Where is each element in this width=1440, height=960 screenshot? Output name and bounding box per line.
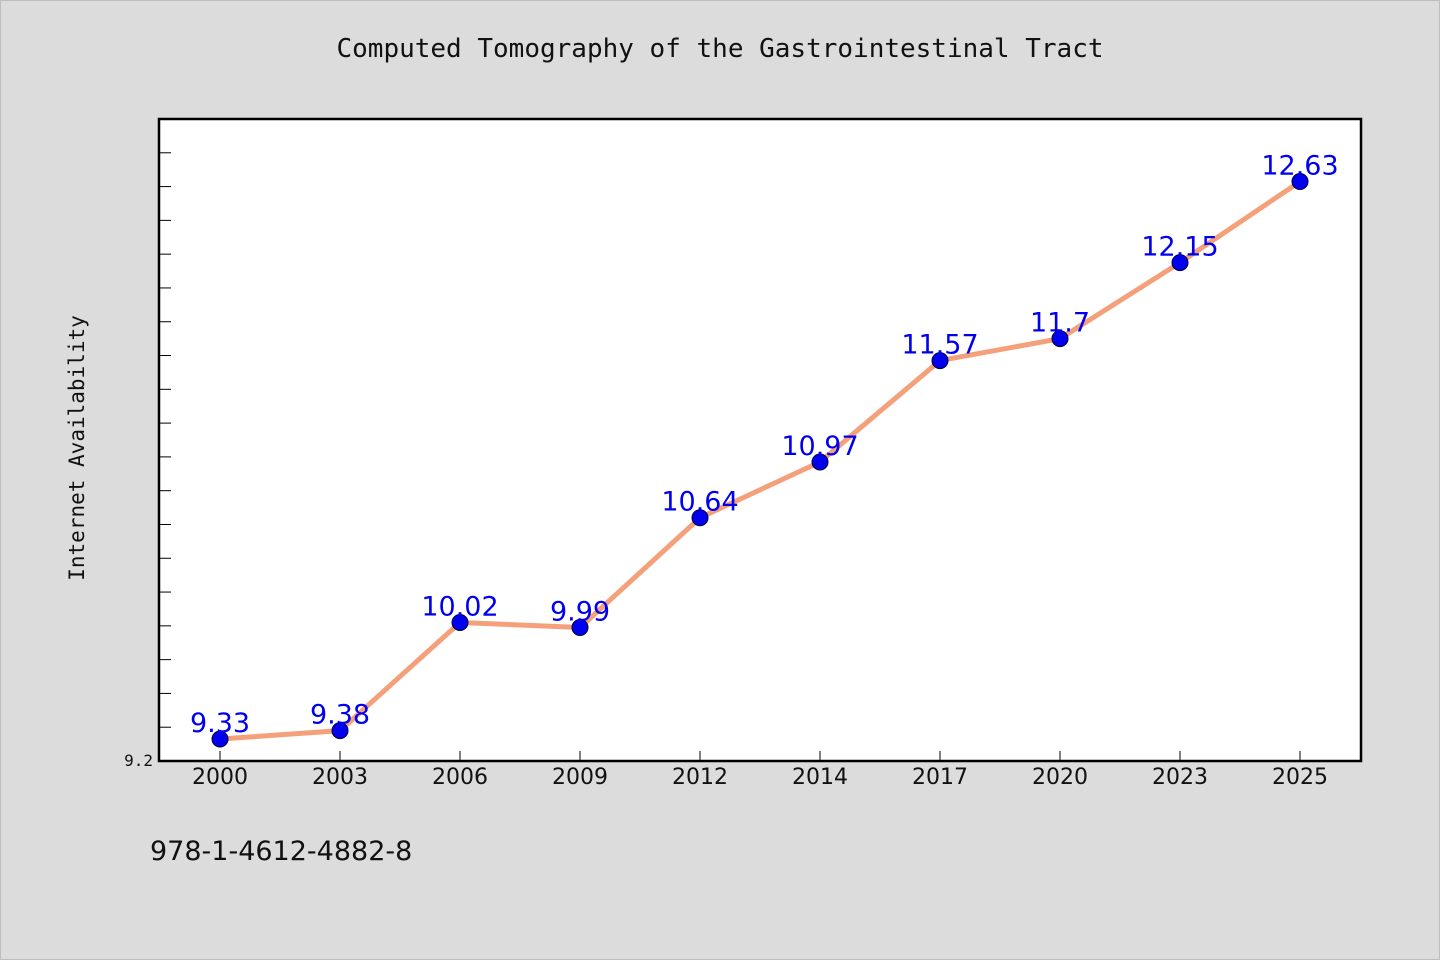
data-point — [1291, 173, 1309, 191]
data-point — [931, 352, 949, 370]
isbn-code: 978-1-4612-4882-8 — [150, 836, 413, 867]
x-tick-label: 2023 — [1152, 765, 1208, 790]
x-tick-label: 2025 — [1272, 765, 1328, 790]
plot-area — [157, 117, 1363, 763]
data-label: 11.7 — [1030, 308, 1090, 339]
data-label: 9.38 — [310, 700, 370, 731]
chart-title: Computed Tomography of the Gastrointesti… — [336, 34, 1104, 64]
data-point — [1051, 330, 1069, 348]
series-markers — [211, 173, 1309, 748]
data-point — [691, 509, 709, 527]
data-label: 9.33 — [190, 708, 250, 739]
data-label: 12.15 — [1141, 232, 1218, 263]
x-tick-label: 2000 — [192, 765, 248, 790]
x-tick-label: 2009 — [552, 765, 608, 790]
y-tick-label: 9.2 — [124, 751, 153, 770]
y-ticks: 9.2 — [124, 152, 171, 770]
x-ticks: 2000 2003 2006 2009 2012 2014 2017 2020 2023 2025 — [192, 751, 1328, 790]
series-line — [219, 179, 1302, 742]
data-label: 12.63 — [1261, 151, 1338, 182]
x-tick-label: 2006 — [432, 765, 488, 790]
data-labels: 9.33 9.38 10.02 9.99 10.64 10.97 11.57 11.7 12.1… — [190, 151, 1339, 740]
data-point — [211, 730, 229, 748]
data-point — [571, 619, 589, 637]
data-label: 11.57 — [901, 330, 978, 361]
data-label: 10.02 — [421, 591, 498, 622]
x-tick-label: 2003 — [312, 765, 368, 790]
data-point — [1171, 254, 1189, 272]
x-tick-label: 2012 — [672, 765, 728, 790]
x-tick-label: 2014 — [792, 765, 848, 790]
data-label: 10.64 — [661, 487, 738, 518]
data-label: 10.97 — [781, 431, 858, 462]
data-point — [331, 722, 349, 740]
x-tick-label: 2020 — [1032, 765, 1088, 790]
data-label: 9.99 — [550, 597, 610, 628]
x-tick-label: 2017 — [912, 765, 968, 790]
data-point — [451, 613, 469, 631]
data-point — [811, 453, 829, 471]
